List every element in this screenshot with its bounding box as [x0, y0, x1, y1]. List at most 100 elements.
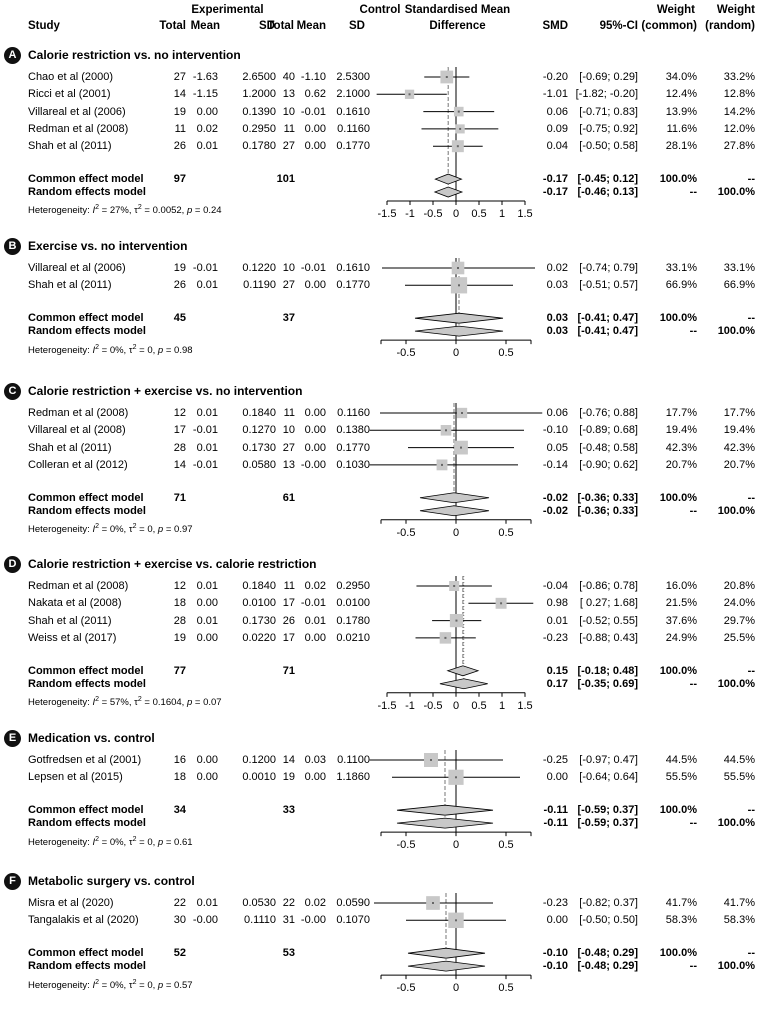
- heterogeneity-part: p: [186, 697, 193, 709]
- study-smd: 0.98: [546, 597, 568, 610]
- common-diamond: [396, 804, 494, 816]
- x-axis-tick-label: -1.5: [377, 208, 397, 221]
- study-weight-random: 12.0%: [723, 122, 755, 135]
- study-name: Shah et al (2011): [28, 441, 112, 454]
- x-axis-tick-label: 0.5: [498, 839, 514, 852]
- heterogeneity-part: 2: [95, 978, 99, 986]
- heterogeneity-part: =: [141, 205, 153, 217]
- header-weight-random-2: (random): [705, 20, 755, 32]
- random-model-label: Random effects model: [28, 677, 146, 690]
- heterogeneity-part: 0: [147, 836, 153, 848]
- heterogeneity-part: 2: [137, 204, 142, 212]
- ctl-total: 10: [282, 105, 295, 118]
- random-model-label: Random effects model: [28, 960, 146, 973]
- exp-total: 27: [173, 71, 186, 83]
- study-weight-common: 17.7%: [665, 407, 697, 419]
- random-weight-common: --: [689, 504, 697, 517]
- common-exp-total: 52: [173, 947, 186, 960]
- exp-mean: 0.01: [196, 407, 218, 419]
- heterogeneity-part: , τ: [123, 979, 133, 991]
- common-diamond: [407, 947, 486, 959]
- random-ci: [-0.41; 0.47]: [577, 325, 638, 338]
- heterogeneity-part: =: [98, 697, 110, 709]
- study-point-estimate: [457, 110, 460, 113]
- ctl-total: 11: [283, 580, 295, 592]
- header-weight-common-1: Weight: [656, 4, 695, 16]
- heterogeneity-part: Heterogeneity:: [28, 524, 93, 536]
- study-smd: -0.23: [542, 631, 568, 644]
- exp-sd: 0.1200: [242, 754, 276, 766]
- ctl-mean: 0.62: [304, 88, 326, 101]
- x-axis-tick-label: -0.5: [396, 839, 416, 852]
- exp-mean: 0.01: [196, 897, 218, 909]
- exp-mean: 0.00: [196, 754, 218, 766]
- x-axis-tick-label: -0.5: [396, 526, 416, 539]
- random-model-label: Random effects model: [28, 504, 146, 517]
- study-smd: -0.04: [542, 580, 568, 592]
- study-name: Villareal et al (2006): [28, 262, 126, 274]
- x-axis-tick-label: 0.5: [498, 347, 514, 360]
- heterogeneity-part: ,: [181, 697, 187, 709]
- heterogeneity-text: Heterogeneity: I2 = 0%, τ2 = 0, p = 0.98: [28, 342, 193, 357]
- common-ctl-total: 37: [282, 312, 295, 325]
- x-axis-tick-label: 0: [452, 699, 460, 712]
- heterogeneity-part: Heterogeneity:: [28, 697, 93, 709]
- study-point-estimate: [430, 759, 432, 761]
- x-axis-tick-label: -0.5: [423, 208, 443, 221]
- study-smd: -0.14: [542, 458, 568, 471]
- study-point-estimate: [445, 429, 447, 432]
- common-ci: [-0.41; 0.47]: [577, 312, 638, 325]
- x-axis-tick-label: -1: [405, 208, 415, 221]
- common-model-label: Common effect model: [28, 804, 144, 817]
- study-weight-random: 27.8%: [723, 140, 755, 153]
- common-ctl-total: 101: [276, 173, 295, 186]
- exp-mean: -0.00: [192, 914, 218, 927]
- ctl-total: 10: [282, 424, 295, 437]
- study-smd: 0.06: [546, 407, 568, 419]
- ctl-total: 17: [282, 631, 295, 644]
- ctl-sd: 0.1610: [336, 105, 370, 118]
- heterogeneity-part: 2: [95, 835, 99, 843]
- exp-sd: 0.1220: [242, 262, 276, 274]
- common-exp-total: 77: [173, 664, 186, 677]
- heterogeneity-part: 0: [147, 524, 153, 536]
- common-weight-random: --: [747, 491, 755, 504]
- study-smd: 0.01: [546, 614, 568, 627]
- ctl-sd: 1.1860: [336, 771, 370, 784]
- exp-sd: 0.1390: [242, 105, 276, 118]
- ctl-sd: 0.1610: [336, 262, 370, 274]
- ctl-sd: 0.2950: [336, 580, 370, 592]
- study-smd: 0.02: [546, 262, 568, 274]
- common-weight-common: 100.0%: [659, 947, 697, 960]
- study-name: Tangalakis et al (2020): [28, 914, 139, 927]
- header-smd-title-1: Standardised Mean: [404, 4, 511, 16]
- study-weight-random: 42.3%: [723, 441, 755, 454]
- heterogeneity-part: , τ: [128, 697, 138, 709]
- exp-mean: 0.01: [196, 279, 218, 292]
- x-axis-tick-label: 1.5: [517, 699, 533, 712]
- study-point-estimate: [461, 412, 463, 414]
- ctl-total: 13: [282, 88, 295, 101]
- heterogeneity-part: , τ: [128, 205, 138, 217]
- panel-title: Calorie restriction + exercise vs. calor…: [28, 557, 317, 571]
- common-smd: 0.15: [546, 664, 568, 677]
- ctl-sd: 0.1100: [337, 754, 370, 766]
- random-ci: [-0.36; 0.33]: [577, 504, 638, 517]
- exp-total: 16: [173, 754, 186, 766]
- exp-total: 14: [173, 458, 186, 471]
- common-exp-total: 97: [173, 173, 186, 186]
- x-axis-tick-label: -1.5: [377, 699, 397, 712]
- random-weight-common: --: [689, 817, 697, 830]
- common-weight-random: --: [747, 312, 755, 325]
- random-ci: [-0.48; 0.29]: [577, 960, 638, 973]
- heterogeneity-part: I: [92, 524, 96, 536]
- ctl-mean: -0.00: [300, 458, 326, 471]
- study-weight-random: 33.2%: [723, 71, 755, 83]
- x-axis-tick-label: 0: [452, 982, 460, 995]
- exp-mean: 0.02: [196, 122, 218, 135]
- random-weight-random: 100.0%: [717, 677, 755, 690]
- heterogeneity-part: I: [92, 979, 96, 991]
- header-control: Control: [359, 4, 401, 16]
- study-ci: [-0.86; 0.78]: [579, 580, 638, 592]
- ctl-sd: 2.5300: [336, 71, 370, 83]
